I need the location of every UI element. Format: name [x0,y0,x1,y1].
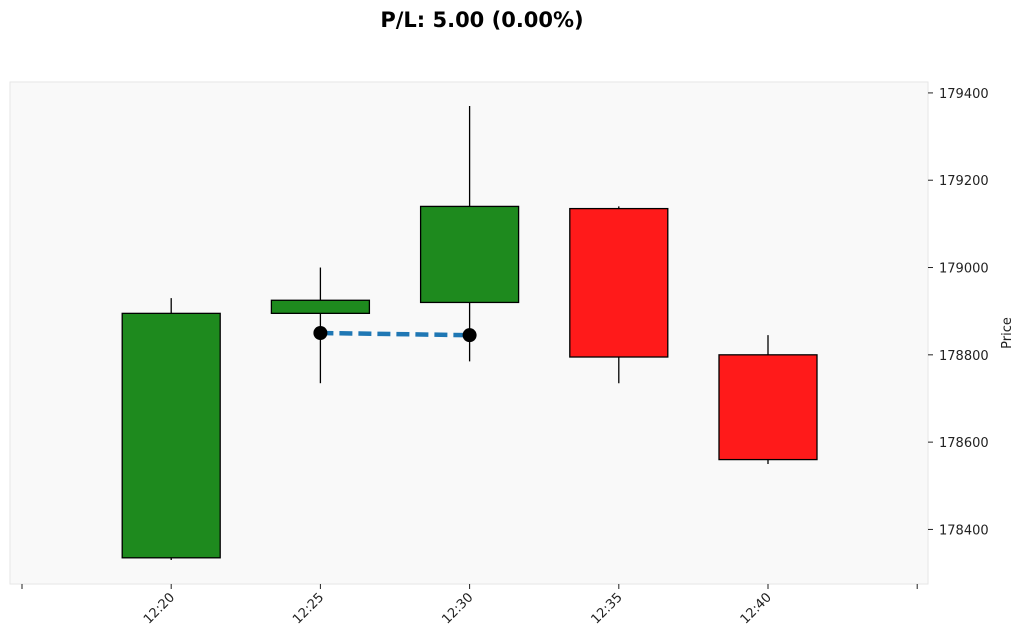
candle-body [569,207,669,358]
candle-1235 [569,206,669,384]
candle-body [121,312,221,559]
x-tick-label: 12:20 [141,590,178,627]
candle-body [419,205,520,304]
x-tick-label: 12:30 [439,590,476,627]
y-axis-label: Price [1000,317,1015,349]
x-tick-label: 12:25 [290,590,327,627]
candle-1225 [270,267,371,384]
x-tick-label: 12:35 [589,590,626,627]
trade-line [320,330,470,338]
x-axis: 12:20 12:25 12:30 12:35 12:40 [21,584,918,627]
y-axis: 178400 178600 178800 179000 179200 179400 [928,87,989,538]
y-tick-label: 179400 [939,87,989,102]
y-tick-label: 178400 [939,523,989,538]
y-tick-label: 179000 [939,262,989,277]
candle-1220 [121,298,221,560]
candle-1230 [419,106,520,362]
y-tick-label: 179200 [939,174,989,189]
x-tick-label: 12:40 [738,590,775,627]
y-tick-label: 178600 [939,436,989,451]
exit-marker [462,328,477,343]
candles-layer [121,106,818,560]
candle-1240 [718,335,818,464]
chart-title: P/L: 5.00 (0.00%) [380,8,583,32]
entry-marker [313,326,328,340]
y-tick-label: 178800 [939,349,989,364]
candle-body [718,354,818,461]
candle-body [270,299,371,315]
trade-line-layer [313,326,477,343]
